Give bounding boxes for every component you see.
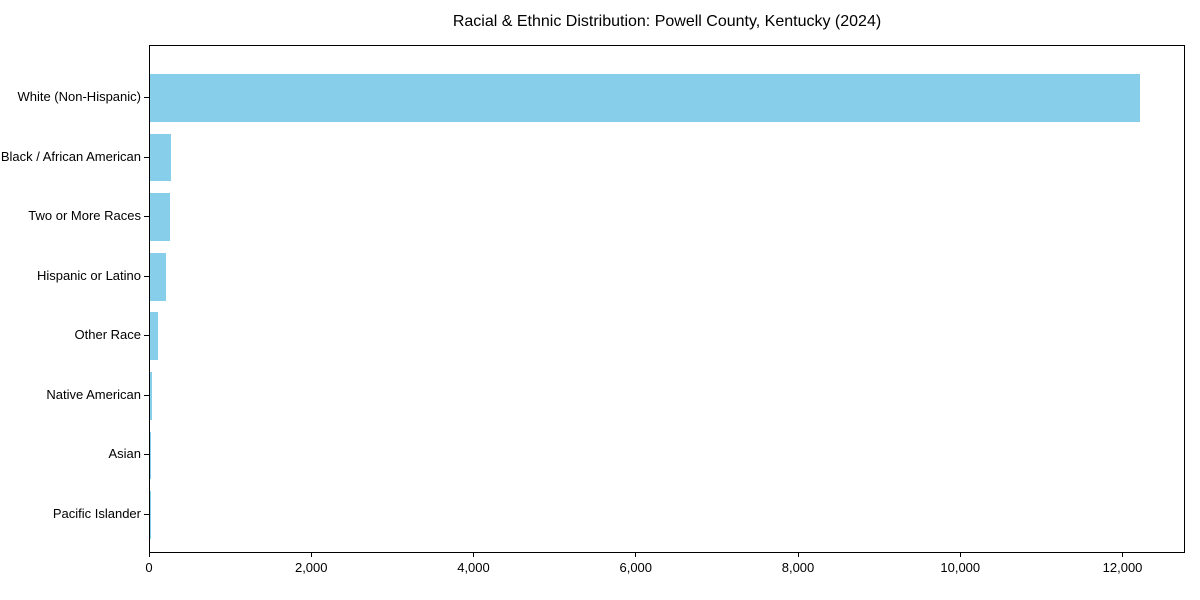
x-tick-mark: [310, 553, 312, 557]
y-tick-mark: [144, 97, 149, 98]
x-tick-mark: [473, 553, 474, 557]
y-tick-label: Black / African American: [0, 148, 141, 164]
x-tick-label: 4,000: [457, 560, 490, 575]
bar: [150, 312, 159, 361]
y-tick-label: Pacific Islander: [52, 505, 141, 521]
x-tick-label: 12,000: [1102, 560, 1143, 575]
y-tick-mark: [144, 454, 149, 456]
y-tick-label: Two or More Races: [28, 208, 141, 224]
y-tick-label: White (Non-Hispanic): [17, 89, 141, 104]
y-tick-mark: [144, 216, 149, 218]
y-tick-label: Native American: [46, 386, 141, 402]
y-tick-label: Hispanic or Latino: [36, 267, 141, 283]
bar: [150, 133, 172, 182]
x-tick-label: 10,000: [940, 560, 981, 575]
x-tick-mark: [959, 553, 961, 557]
x-tick-mark: [1122, 553, 1124, 557]
y-tick-mark: [144, 394, 149, 396]
bar: [150, 74, 1140, 122]
x-tick-label: 8,000: [781, 560, 815, 575]
y-tick-mark: [144, 513, 149, 515]
x-tick-mark: [797, 553, 799, 557]
bar: [150, 431, 151, 480]
x-tick-label: 2,000: [294, 560, 328, 575]
bar: [150, 193, 171, 241]
x-tick-label: 0: [145, 560, 153, 575]
y-tick-mark: [144, 156, 149, 158]
x-tick-label: 6,000: [619, 560, 653, 575]
y-tick-mark: [144, 335, 149, 337]
chart-title: Racial & Ethnic Distribution: Powell Cou…: [452, 13, 882, 30]
x-tick-mark: [635, 553, 637, 557]
y-tick-label: Asian: [108, 446, 141, 462]
x-tick-mark: [148, 553, 150, 557]
bar: [150, 252, 167, 301]
y-tick-label: Other Race: [74, 327, 141, 343]
bar: [150, 372, 153, 420]
plot-area: [149, 45, 1185, 553]
y-tick-mark: [144, 275, 149, 277]
